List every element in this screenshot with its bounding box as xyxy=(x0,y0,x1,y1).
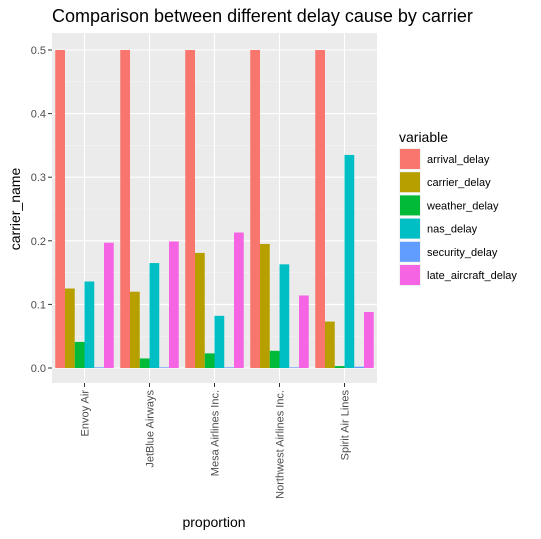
legend-label-nas_delay: nas_delay xyxy=(427,224,478,236)
bar-weather_delay-3 xyxy=(270,351,280,368)
bar-late_aircraft_delay-0 xyxy=(104,243,114,368)
bar-security_delay-0 xyxy=(94,367,104,368)
bar-late_aircraft_delay-1 xyxy=(169,241,179,368)
y-tick-label: 0.1 xyxy=(31,299,46,311)
legend-label-security_delay: security_delay xyxy=(427,247,498,259)
bar-arrival_delay-0 xyxy=(55,50,65,368)
bar-weather_delay-4 xyxy=(335,366,345,368)
y-tick-label: 0.2 xyxy=(31,236,46,248)
x-axis-title: proportion xyxy=(182,514,245,530)
legend-title: variable xyxy=(399,129,448,145)
legend: variable arrival_delay carrier_delayweath… xyxy=(399,129,517,286)
bar-security_delay-2 xyxy=(224,367,234,368)
bar-late_aircraft_delay-3 xyxy=(299,295,309,368)
legend-key-late_aircraft_delay xyxy=(400,265,420,285)
bar-carrier_delay-3 xyxy=(260,244,270,368)
bar-security_delay-4 xyxy=(354,367,364,368)
x-tick-label: Envoy Air xyxy=(80,390,92,437)
x-tick-label: Mesa Airlines Inc. xyxy=(210,390,222,476)
bar-nas_delay-1 xyxy=(150,263,160,368)
bar-nas_delay-0 xyxy=(85,282,95,368)
bar-weather_delay-0 xyxy=(75,342,85,368)
legend-key-weather_delay xyxy=(400,195,420,215)
bar-carrier_delay-0 xyxy=(65,289,75,369)
bar-security_delay-1 xyxy=(159,367,169,368)
bar-arrival_delay-1 xyxy=(120,50,130,368)
x-tick-label: Spirit Air Lines xyxy=(340,390,352,461)
legend-key-arrival_delay xyxy=(400,149,420,169)
x-tick-label: JetBlue Airways xyxy=(145,390,157,468)
bar-late_aircraft_delay-2 xyxy=(234,233,244,368)
legend-label-carrier_delay: carrier_delay xyxy=(427,177,491,189)
bar-weather_delay-2 xyxy=(205,353,215,368)
bar-carrier_delay-2 xyxy=(195,253,205,368)
bar-nas_delay-3 xyxy=(280,264,290,368)
bar-nas_delay-2 xyxy=(215,316,225,368)
y-tick-label: 0.0 xyxy=(31,363,46,375)
legend-key-security_delay xyxy=(400,242,420,262)
legend-label-late_aircraft_delay: late_aircraft_delay xyxy=(427,270,517,282)
bar-carrier_delay-1 xyxy=(130,292,140,368)
bar-security_delay-3 xyxy=(289,367,299,368)
legend-label-weather_delay: weather_delay xyxy=(426,200,499,212)
legend-key-nas_delay xyxy=(400,219,420,239)
bar-late_aircraft_delay-4 xyxy=(364,312,374,368)
y-tick-label: 0.3 xyxy=(31,172,46,184)
x-tick-label: Northwest Airlines Inc. xyxy=(275,390,287,499)
bar-arrival_delay-4 xyxy=(315,50,325,368)
bar-weather_delay-1 xyxy=(140,358,150,368)
bar-nas_delay-4 xyxy=(345,155,355,368)
bar-arrival_delay-3 xyxy=(250,50,260,368)
legend-label-arrival_delay: arrival_delay xyxy=(427,154,490,166)
legend-key-carrier_delay xyxy=(400,172,420,192)
chart-title: Comparison between different delay cause… xyxy=(52,6,473,26)
y-axis-title: carrier_name xyxy=(7,168,23,251)
y-tick-label: 0.5 xyxy=(31,45,46,57)
bar-arrival_delay-2 xyxy=(185,50,195,368)
bar-carrier_delay-4 xyxy=(325,322,335,368)
plot-panel xyxy=(52,33,377,383)
x-axis-ticks: Envoy Air JetBlue Airways Mesa Airlines In… xyxy=(80,383,352,499)
y-axis-ticks: 0.0 0.1 0.2 0.3 0.4 0.5 xyxy=(31,45,52,375)
y-tick-label: 0.4 xyxy=(31,109,46,121)
